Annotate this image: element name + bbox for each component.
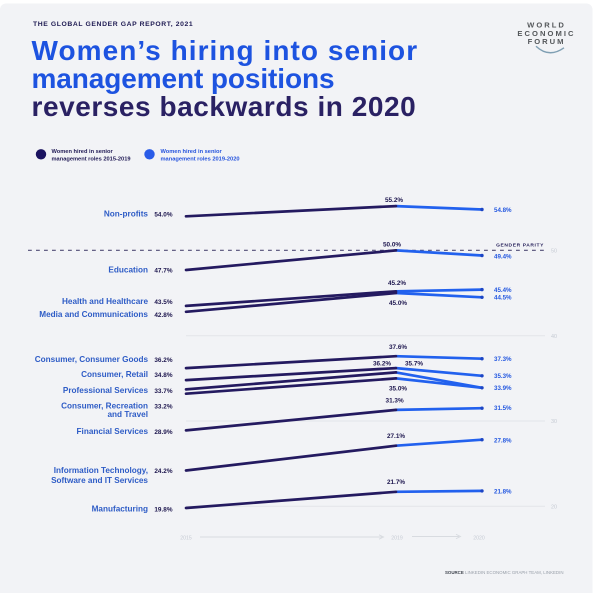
svg-text:Women hired in senior: Women hired in senior <box>52 149 114 155</box>
svg-text:36.2%: 36.2% <box>154 357 172 364</box>
svg-text:44.5%: 44.5% <box>494 295 512 302</box>
svg-text:2020: 2020 <box>473 536 485 542</box>
svg-text:Consumer, Retail: Consumer, Retail <box>81 370 148 379</box>
svg-text:28.9%: 28.9% <box>154 429 172 436</box>
svg-text:Women hired in senior: Women hired in senior <box>161 149 223 155</box>
svg-text:SOURCE LINKEDIN ECONOMIC GRAPH: SOURCE LINKEDIN ECONOMIC GRAPH TEAM, LIN… <box>445 570 564 575</box>
svg-text:Information Technology,: Information Technology, <box>54 466 148 475</box>
svg-text:management roles 2019-2020: management roles 2019-2020 <box>161 157 240 163</box>
svg-text:31.5%: 31.5% <box>494 405 512 412</box>
svg-text:54.8%: 54.8% <box>494 207 512 214</box>
svg-text:47.7%: 47.7% <box>154 267 172 274</box>
svg-text:33.7%: 33.7% <box>154 388 172 395</box>
svg-text:GENDER PARITY: GENDER PARITY <box>496 243 544 249</box>
svg-text:Manufacturing: Manufacturing <box>92 504 148 513</box>
svg-text:20: 20 <box>551 504 557 510</box>
svg-text:55.2%: 55.2% <box>385 197 403 204</box>
svg-text:31.3%: 31.3% <box>386 397 404 404</box>
svg-text:21.7%: 21.7% <box>387 479 405 486</box>
svg-text:27.1%: 27.1% <box>387 433 405 440</box>
svg-text:WORLD: WORLD <box>527 20 566 29</box>
svg-text:50: 50 <box>551 248 557 254</box>
svg-text:43.5%: 43.5% <box>154 299 172 306</box>
svg-text:40: 40 <box>551 334 557 340</box>
svg-text:49.4%: 49.4% <box>494 254 512 261</box>
svg-text:Media and Communications: Media and Communications <box>39 310 148 319</box>
svg-text:24.2%: 24.2% <box>154 468 172 475</box>
svg-text:45.0%: 45.0% <box>389 300 407 307</box>
svg-text:2015: 2015 <box>180 536 192 542</box>
svg-text:21.8%: 21.8% <box>494 488 512 495</box>
svg-text:Software and IT Services: Software and IT Services <box>51 476 148 485</box>
svg-text:50.0%: 50.0% <box>383 241 401 248</box>
svg-text:2019: 2019 <box>391 536 403 542</box>
svg-text:Financial Services: Financial Services <box>77 427 149 436</box>
svg-text:reverses backwards in 2020: reverses backwards in 2020 <box>32 91 417 122</box>
svg-text:54.0%: 54.0% <box>154 211 172 218</box>
svg-text:Education: Education <box>108 265 148 274</box>
svg-text:36.2%: 36.2% <box>373 361 391 368</box>
svg-text:45.4%: 45.4% <box>494 287 512 294</box>
svg-text:34.8%: 34.8% <box>154 372 172 379</box>
svg-text:35.7%: 35.7% <box>405 361 423 368</box>
svg-text:management roles 2015-2019: management roles 2015-2019 <box>52 157 131 163</box>
svg-text:ECONOMIC: ECONOMIC <box>517 29 575 38</box>
svg-text:33.2%: 33.2% <box>154 403 172 410</box>
svg-text:FORUM: FORUM <box>528 37 566 46</box>
svg-text:27.8%: 27.8% <box>494 437 512 444</box>
svg-text:35.0%: 35.0% <box>389 386 407 393</box>
svg-text:THE GLOBAL GENDER GAP REPORT,: THE GLOBAL GENDER GAP REPORT, 2021 <box>33 21 193 28</box>
svg-text:Consumer, Recreation: Consumer, Recreation <box>61 401 148 410</box>
svg-text:Consumer, Consumer Goods: Consumer, Consumer Goods <box>35 355 149 364</box>
svg-text:37.3%: 37.3% <box>494 356 512 363</box>
svg-text:19.8%: 19.8% <box>154 506 172 513</box>
svg-text:37.6%: 37.6% <box>389 344 407 351</box>
svg-text:35.3%: 35.3% <box>494 373 512 380</box>
svg-text:Professional Services: Professional Services <box>63 386 149 395</box>
svg-text:33.9%: 33.9% <box>494 385 512 392</box>
svg-text:30: 30 <box>551 419 557 425</box>
svg-text:Women’s hiring into senior: Women’s hiring into senior <box>32 35 419 66</box>
svg-text:42.8%: 42.8% <box>154 312 172 319</box>
svg-text:Health and Healthcare: Health and Healthcare <box>62 297 148 306</box>
svg-text:management positions: management positions <box>32 63 335 94</box>
svg-text:45.2%: 45.2% <box>388 280 406 287</box>
svg-text:and Travel: and Travel <box>107 410 148 419</box>
svg-text:Non-profits: Non-profits <box>104 209 149 218</box>
